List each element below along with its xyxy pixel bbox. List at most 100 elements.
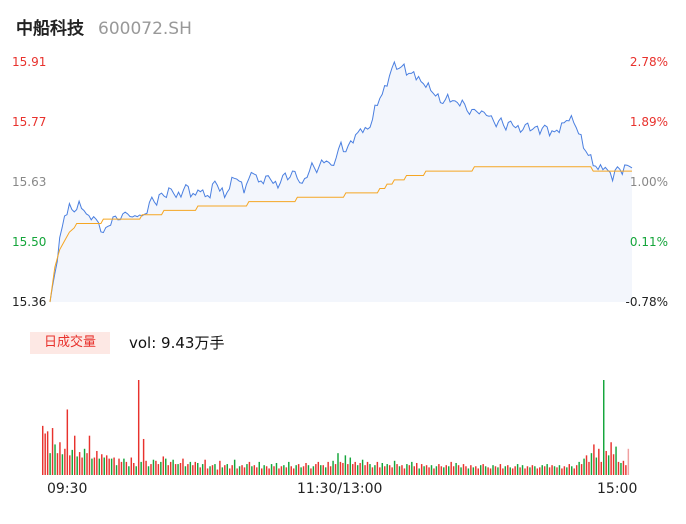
volume-bar [450,461,452,475]
volume-bar [384,466,386,475]
volume-bar [142,438,145,475]
volume-bar [494,466,497,475]
volume-bar [256,467,258,475]
volume-bar [211,465,214,475]
volume-bar [224,465,226,475]
volume-bar [413,466,415,475]
volume-bar [135,466,137,475]
volume-bar [526,466,529,475]
volume-bar [541,465,543,475]
volume-bar [603,380,605,475]
volume-bar [320,465,322,475]
volume-bar [329,466,332,475]
volume-bar [312,466,315,475]
volume-bar [457,465,460,475]
volume-bar [167,465,169,475]
volume-bar [81,457,83,475]
volume-bar [580,464,583,475]
volume-bar [105,455,108,475]
daily-volume-badge: 日成交量 [30,332,110,354]
volume-bar [381,462,384,475]
volume-bar [64,448,66,475]
volume-bar [566,467,568,475]
volume-bar [388,465,391,475]
volume-bar [66,409,69,475]
volume-bar [391,467,393,475]
volume-bar [270,464,273,475]
volume-bar [539,467,541,475]
volume-bar [334,464,337,475]
volume-bar [514,466,516,475]
y-tick-right-1: 1.89% [629,115,668,129]
volume-bar [543,466,546,475]
volume-bar [430,465,433,475]
volume-bar [71,449,73,475]
volume-bar [86,453,88,475]
volume-bar [214,464,216,475]
volume-bar [573,468,575,475]
volume-bar [243,467,246,475]
volume-bar [369,464,371,475]
volume-bar [305,462,307,475]
volume-bar [507,465,509,475]
volume-bar [563,466,566,475]
volume-bar [366,461,369,475]
volume-bar [364,465,366,475]
volume-bar [258,461,260,475]
volume-bar [160,461,162,475]
volume-bar [411,461,413,475]
volume-bar [174,464,177,475]
volume-bar [69,455,71,475]
volume-bar [115,465,118,475]
volume-bar [433,468,435,475]
volume-bar [285,467,288,475]
volume-bar [91,458,93,475]
volume-bar [475,466,477,475]
volume-bar [199,467,201,475]
stock-code: 600072.SH [98,19,192,39]
volume-bar [467,468,470,475]
volume-bar [534,466,536,475]
volume-bar [219,460,221,475]
volume-bar [354,461,356,475]
volume-bar [204,459,206,475]
volume-bar [396,464,398,475]
volume-bar [339,461,342,475]
volume-bar [470,465,472,475]
y-tick-right-2: 1.00% [629,175,668,189]
volume-bar [187,464,189,475]
volume-bar [248,461,251,475]
volume-bar [288,461,290,475]
volume-bar [147,466,150,475]
volume-bar [617,461,620,475]
volume-bar [401,465,403,475]
volume-bar [73,435,76,475]
volume-bar [137,380,140,475]
x-label-open: 09:30 [47,481,88,497]
volume-bar [593,444,595,475]
volume-bar [344,455,347,475]
volume-bar [511,468,514,475]
volume-bar [59,442,61,475]
average-price-line [49,166,632,303]
volume-bar [76,456,78,475]
volume-bar [600,461,602,475]
volume-bar [403,468,406,475]
volume-bar [374,465,376,475]
volume-bar [295,465,297,475]
volume-bar [519,467,521,475]
volume-bar [443,467,445,475]
volume-bar [497,467,499,475]
volume-bar [499,464,502,475]
volume-bar [342,462,344,475]
volume-bar [460,467,462,475]
volume-bar [179,462,182,475]
volume-bar [349,457,352,475]
volume-bar [292,468,295,475]
volume-bar [108,458,110,475]
volume-bar [472,467,475,475]
volume-bar [371,467,374,475]
volume-bar [583,458,585,475]
volume-bar [347,464,349,475]
